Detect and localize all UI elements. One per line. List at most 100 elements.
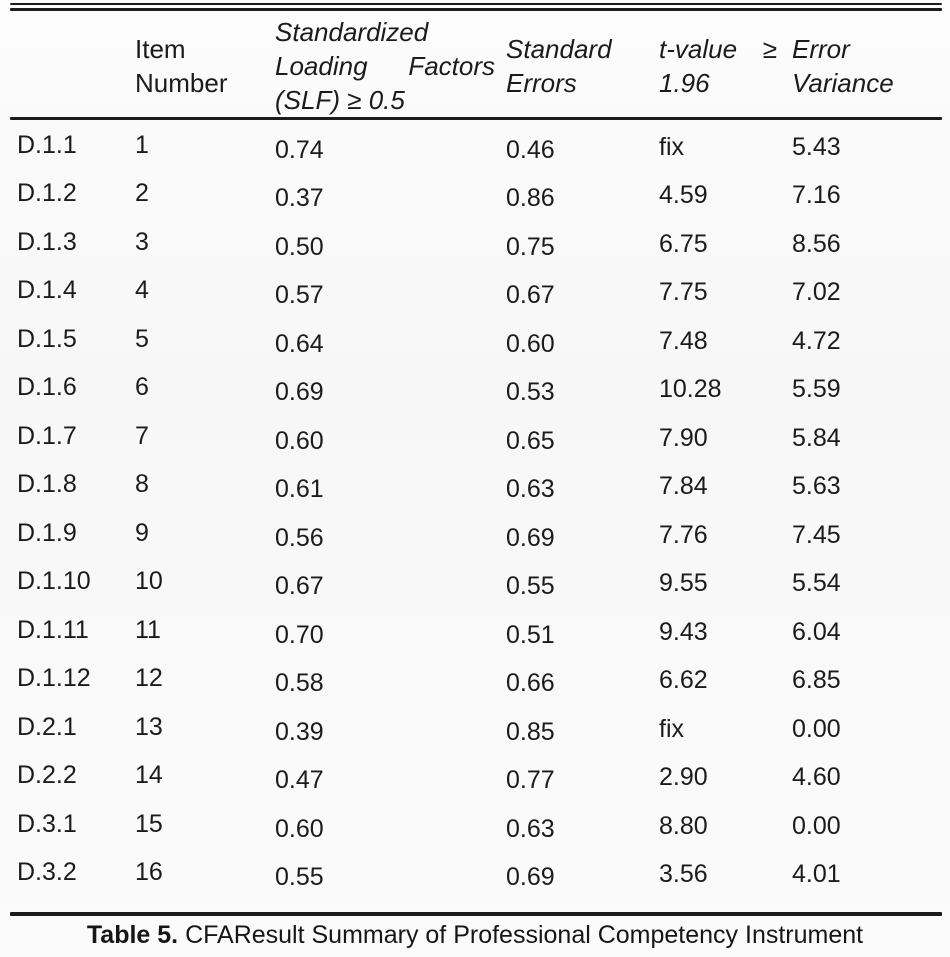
table-row: D.1.3 3 0.50 0.75 6.75 8.56 <box>0 218 950 267</box>
cell-error-variance: 0.00 <box>792 811 841 840</box>
cell-code: D.1.12 <box>17 664 91 693</box>
cell-standard-error: 0.69 <box>506 523 555 552</box>
header-slf-line3: (SLF) ≥ 0.5 <box>275 84 405 115</box>
cell-standard-error: 0.85 <box>506 717 555 746</box>
cell-slf: 0.37 <box>275 184 324 213</box>
cell-standard-error: 0.86 <box>506 184 555 213</box>
cell-standard-error: 0.67 <box>506 281 555 310</box>
table-row: D.1.10 10 0.67 0.55 9.55 5.54 <box>0 558 950 607</box>
cell-standard-error: 0.77 <box>506 766 555 795</box>
header-cell-slf: Standardized Loading Factors (SLF) ≥ 0.5 <box>275 15 506 117</box>
cell-error-variance: 6.04 <box>792 617 841 646</box>
cell-slf: 0.61 <box>275 475 324 504</box>
header-slf-line2: Loading Factors <box>275 49 495 83</box>
cell-item-number: 4 <box>135 276 149 305</box>
bottom-rule <box>10 912 942 916</box>
table-row: D.1.1 1 0.74 0.46 fix 5.43 <box>0 121 950 170</box>
cell-standard-error: 0.66 <box>506 669 555 698</box>
cell-slf: 0.60 <box>275 814 324 843</box>
cell-t-value: 6.62 <box>659 666 708 695</box>
cell-error-variance: 5.43 <box>792 132 841 161</box>
cell-item-number: 5 <box>135 324 149 353</box>
cell-standard-error: 0.51 <box>506 620 555 649</box>
cell-error-variance: 5.54 <box>792 569 841 598</box>
header-slf-factors: Factors <box>408 50 495 81</box>
cell-code: D.1.1 <box>17 130 77 159</box>
cell-item-number: 1 <box>135 130 149 159</box>
table-row: D.2.2 14 0.47 0.77 2.90 4.60 <box>0 752 950 801</box>
cell-error-variance: 8.56 <box>792 229 841 258</box>
cell-standard-error: 0.75 <box>506 232 555 261</box>
header-cell-error-variance: Error Variance <box>792 32 942 100</box>
cell-code: D.3.2 <box>17 858 77 887</box>
cell-item-number: 2 <box>135 179 149 208</box>
cell-code: D.3.1 <box>17 809 77 838</box>
cell-standard-error: 0.63 <box>506 814 555 843</box>
cell-slf: 0.57 <box>275 281 324 310</box>
table-row: D.1.2 2 0.37 0.86 4.59 7.16 <box>0 170 950 219</box>
cell-error-variance: 7.45 <box>792 520 841 549</box>
cell-slf: 0.47 <box>275 766 324 795</box>
cell-slf: 0.58 <box>275 669 324 698</box>
table-row: D.1.12 12 0.58 0.66 6.62 6.85 <box>0 655 950 704</box>
cell-error-variance: 5.63 <box>792 472 841 501</box>
header-cell-standard-errors: Standard Errors <box>506 32 659 100</box>
header-ev-line1: Error <box>792 33 850 64</box>
caption-text: CFAResult Summary of Professional Compet… <box>178 921 864 949</box>
caption-label: Table 5. <box>86 921 179 949</box>
top-rule-thick <box>10 8 942 11</box>
cell-item-number: 12 <box>135 664 163 693</box>
cell-code: D.1.8 <box>17 470 77 499</box>
cell-slf: 0.70 <box>275 620 324 649</box>
header-se-line2: Errors <box>506 67 577 98</box>
cell-code: D.1.10 <box>17 567 91 596</box>
cell-item-number: 13 <box>135 712 163 741</box>
cell-t-value: 8.80 <box>659 811 708 840</box>
cell-item-number: 11 <box>135 615 161 644</box>
header-t-line1: t-value ≥ <box>659 32 777 66</box>
cell-item-number: 14 <box>135 761 163 790</box>
cell-t-value: 7.48 <box>659 326 708 355</box>
cell-slf: 0.39 <box>275 717 324 746</box>
cell-error-variance: 7.16 <box>792 181 841 210</box>
table-row: D.1.6 6 0.69 0.53 10.28 5.59 <box>0 364 950 413</box>
cell-error-variance: 5.59 <box>792 375 841 404</box>
header-se-line1: Standard <box>506 33 612 64</box>
cell-t-value: 9.55 <box>659 569 708 598</box>
cell-error-variance: 5.84 <box>792 423 841 452</box>
cell-t-value: fix <box>659 132 684 161</box>
cell-error-variance: 4.60 <box>792 763 841 792</box>
cell-slf: 0.56 <box>275 523 324 552</box>
cell-code: D.1.7 <box>17 421 77 450</box>
cell-standard-error: 0.53 <box>506 378 555 407</box>
table-row: D.3.2 16 0.55 0.69 3.56 4.01 <box>0 849 950 898</box>
header-cell-t-value: t-value ≥ 1.96 <box>659 32 792 100</box>
cell-item-number: 3 <box>135 227 149 256</box>
cell-error-variance: 0.00 <box>792 714 841 743</box>
cell-slf: 0.74 <box>275 135 324 164</box>
cell-item-number: 9 <box>135 518 149 547</box>
header-gte-symbol: ≥ <box>762 33 777 64</box>
cell-standard-error: 0.63 <box>506 475 555 504</box>
header-item-line1: Item <box>135 33 186 64</box>
cell-item-number: 15 <box>135 809 163 838</box>
cell-code: D.1.9 <box>17 518 77 547</box>
cell-slf: 0.67 <box>275 572 324 601</box>
table-body: D.1.1 1 0.74 0.46 fix 5.43 D.1.2 2 0.37 … <box>0 121 950 897</box>
cell-code: D.2.2 <box>17 761 77 790</box>
header-cell-item-number: Item Number <box>135 32 275 100</box>
cell-standard-error: 0.65 <box>506 426 555 455</box>
table-row: D.1.9 9 0.56 0.69 7.76 7.45 <box>0 509 950 558</box>
cell-t-value: 4.59 <box>659 181 708 210</box>
cell-standard-error: 0.55 <box>506 572 555 601</box>
cell-t-value: 9.43 <box>659 617 708 646</box>
cell-standard-error: 0.46 <box>506 135 555 164</box>
header-item-line2: Number <box>135 67 228 98</box>
table-row: D.1.8 8 0.61 0.63 7.84 5.63 <box>0 461 950 510</box>
cell-error-variance: 7.02 <box>792 278 841 307</box>
cell-item-number: 8 <box>135 470 149 499</box>
cell-item-number: 6 <box>135 373 149 402</box>
header-t-value: t-value <box>659 33 738 64</box>
cell-code: D.1.5 <box>17 324 77 353</box>
